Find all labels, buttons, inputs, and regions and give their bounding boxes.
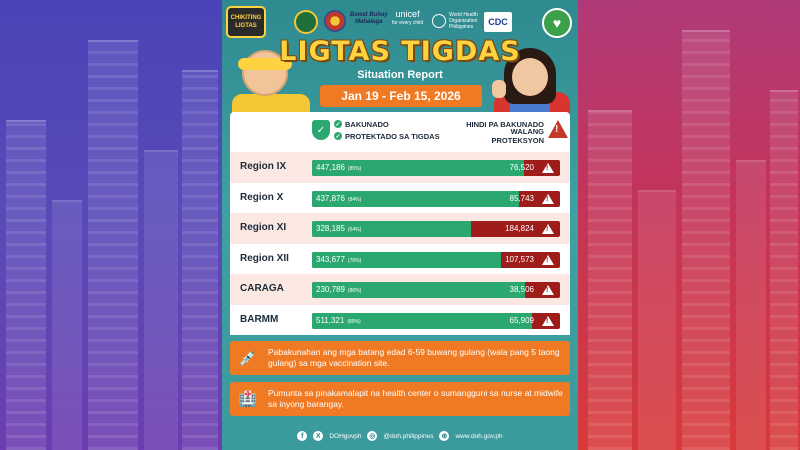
vaccinated-value-label: 230,789 (86%)	[316, 282, 361, 298]
vaccinated-count: 511,321	[316, 315, 345, 325]
region-label: BARMM	[240, 313, 279, 325]
bawat-buhay-mahalaga-logo: Bawat Buhay Mahalaga	[350, 12, 388, 25]
date-range-badge: Jan 19 - Feb 15, 2026	[320, 85, 482, 107]
situation-report-poster: CHIKITING LIGTAS Bawat Buhay Mahalaga un…	[222, 0, 578, 450]
region-label: Region XII	[240, 252, 289, 264]
vaccinated-value-label: 343,677 (76%)	[316, 252, 361, 268]
warning-icon: !	[542, 224, 554, 234]
legend-vaccinated: ✓ BAKUNADO ✓ PROTEKTADO SA TIGDAS	[334, 119, 440, 141]
vaccinated-percent: (64%)	[347, 227, 362, 233]
shield-check-icon: ✓	[312, 120, 330, 140]
unvaccinated-value-label: 85,743	[509, 193, 534, 203]
x-icon[interactable]: X	[313, 431, 324, 441]
facebook-icon[interactable]: f	[297, 431, 308, 441]
unvaccinated-bar: 343,677 (76%) 107,573!	[312, 251, 560, 268]
unicef-logo: unicef for every child	[392, 9, 424, 27]
warning-icon: !	[542, 254, 554, 265]
legend-unvaccinated: HINDI PA BAKUNADO WALANG PROTEKSYON	[466, 119, 544, 146]
vaccinated-value-label: 437,876 (84%)	[316, 191, 361, 207]
check-icon: ✓	[334, 132, 342, 140]
vaccinated-count: 447,186	[316, 163, 345, 172]
vaccine-icon: 💉	[238, 350, 258, 367]
check-icon: ✓	[334, 120, 342, 128]
vaccination-chart-card: ✓ ✓ BAKUNADO ✓ PROTEKTADO SA TIGDAS HINDI …	[230, 112, 570, 335]
unvaccinated-value-label: 76,520	[509, 163, 534, 172]
unvaccinated-bar: 511,321 (89%) 65,909!	[312, 312, 560, 329]
vaccinated-percent: (84%)	[347, 196, 362, 203]
vaccinated-bar	[312, 282, 525, 298]
instagram-icon[interactable]: ◎	[367, 431, 378, 441]
warning-icon: !	[548, 120, 568, 138]
unvaccinated-bar: 437,876 (84%) 85,743!	[312, 190, 560, 207]
warning-icon: !	[542, 193, 554, 204]
vaccinated-count: 437,876	[316, 193, 345, 203]
warning-icon: !	[542, 315, 554, 326]
vaccinated-value-label: 328,185 (64%)	[316, 221, 361, 237]
vaccinated-value-label: 511,321 (89%)	[316, 313, 361, 329]
unvaccinated-bar: 328,185 (64%) 184,824!	[312, 221, 560, 237]
warning-icon: !	[542, 285, 554, 295]
vaccinated-value-label: 447,186 (85%)	[316, 160, 361, 176]
unvaccinated-bar: 447,186 (85%) 76,520!	[312, 160, 560, 176]
vaccinated-count: 343,677	[316, 254, 345, 264]
doh-seal-logo	[294, 10, 318, 34]
chart-rows: Region IX 447,186 (85%) 76,520! Region X 437,…	[230, 152, 570, 335]
chart-row: BARMM 511,321 (89%) 65,909!	[230, 304, 570, 335]
poster-title: LIGTAS TIGDAS	[279, 36, 521, 67]
note-vaccinate-children: 💉 Pabakunahan ang mga batang edad 6-59 b…	[230, 341, 570, 375]
vaccinated-count: 328,185	[316, 224, 345, 233]
region-label: Region IX	[240, 161, 287, 172]
background-left-cityscape	[0, 0, 222, 450]
vaccinated-bar	[312, 160, 524, 176]
note-visit-health-center: 🏥 Pumunta sa pinakamalapit na health cen…	[230, 382, 570, 416]
background-right-cityscape	[578, 0, 800, 450]
chart-row: Region XI 328,185 (64%) 184,824!	[230, 213, 570, 244]
region-label: Region XI	[240, 222, 287, 233]
unvaccinated-value-label: 38,506	[509, 285, 534, 294]
unvaccinated-value-label: 107,573	[505, 254, 534, 264]
chart-legend: ✓ ✓ BAKUNADO ✓ PROTEKTADO SA TIGDAS HINDI …	[230, 112, 570, 152]
health-family-logo: ♥	[542, 8, 572, 38]
chart-row: Region X 437,876 (84%) 85,743!	[230, 182, 570, 213]
vaccinated-bar	[312, 251, 501, 268]
cdc-logo: CDC	[484, 12, 512, 32]
chart-row: Region XII 343,677 (76%) 107,573!	[230, 243, 570, 274]
unvaccinated-value-label: 65,909	[509, 315, 534, 325]
vaccinated-count: 230,789	[316, 285, 345, 294]
region-label: Region X	[240, 191, 284, 203]
bagong-pilipinas-logo	[324, 10, 346, 32]
vaccinated-percent: (76%)	[347, 257, 362, 264]
unvaccinated-value-label: 184,824	[505, 224, 534, 233]
logo-row: CHIKITING LIGTAS Bawat Buhay Mahalaga un…	[222, 6, 578, 38]
vaccinated-percent: (86%)	[347, 288, 362, 294]
chikiting-ligtas-logo: CHIKITING LIGTAS	[226, 6, 266, 38]
chart-row: CARAGA 230,789 (86%) 38,506!	[230, 274, 570, 305]
warning-icon: !	[542, 163, 554, 173]
website-globe-icon[interactable]: ⊕	[439, 431, 450, 441]
globe-icon	[432, 14, 446, 28]
vaccinated-percent: (85%)	[347, 166, 362, 172]
poster-subtitle: Situation Report	[357, 69, 443, 81]
unvaccinated-bar: 230,789 (86%) 38,506!	[312, 282, 560, 298]
chart-row: Region IX 447,186 (85%) 76,520!	[230, 152, 570, 183]
social-footer: f X DOHgovph ◎ @doh.philippines ⊕ www.do…	[222, 427, 578, 445]
health-center-icon: 🏥	[238, 391, 258, 408]
region-label: CARAGA	[240, 283, 284, 294]
vaccinated-percent: (89%)	[347, 318, 361, 325]
boy-superhero-illustration	[232, 44, 310, 118]
vaccinated-bar	[312, 221, 471, 237]
vaccinated-bar	[312, 190, 520, 207]
vaccinated-bar	[312, 312, 532, 329]
who-logo: World Health Organization Philippines	[432, 12, 489, 30]
